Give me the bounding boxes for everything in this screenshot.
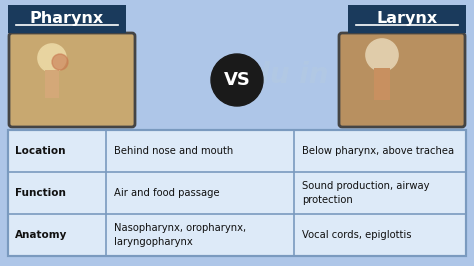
FancyBboxPatch shape bbox=[8, 5, 126, 33]
Circle shape bbox=[366, 39, 398, 71]
Text: Anatomy: Anatomy bbox=[15, 230, 67, 240]
Text: Location: Location bbox=[15, 146, 65, 156]
Text: VS: VS bbox=[224, 71, 250, 89]
FancyBboxPatch shape bbox=[339, 33, 465, 127]
FancyBboxPatch shape bbox=[374, 68, 390, 100]
Text: Air and food passage: Air and food passage bbox=[114, 188, 219, 198]
FancyBboxPatch shape bbox=[9, 33, 135, 127]
Text: Function: Function bbox=[15, 188, 66, 198]
FancyBboxPatch shape bbox=[45, 70, 59, 98]
Text: Behind nose and mouth: Behind nose and mouth bbox=[114, 146, 233, 156]
Circle shape bbox=[52, 54, 68, 70]
Text: Sound production, airway
protection: Sound production, airway protection bbox=[302, 181, 429, 205]
Text: Below pharynx, above trachea: Below pharynx, above trachea bbox=[302, 146, 454, 156]
FancyBboxPatch shape bbox=[348, 5, 466, 33]
Text: Larynx: Larynx bbox=[376, 11, 438, 27]
Text: Vocal cords, epiglottis: Vocal cords, epiglottis bbox=[302, 230, 411, 240]
Text: Edu in: Edu in bbox=[231, 61, 329, 89]
Circle shape bbox=[211, 54, 263, 106]
Circle shape bbox=[38, 44, 66, 72]
Text: Nasopharynx, oropharynx,
laryngopharynx: Nasopharynx, oropharynx, laryngopharynx bbox=[114, 223, 246, 247]
Text: Pharynx: Pharynx bbox=[30, 11, 104, 27]
FancyBboxPatch shape bbox=[8, 130, 466, 256]
